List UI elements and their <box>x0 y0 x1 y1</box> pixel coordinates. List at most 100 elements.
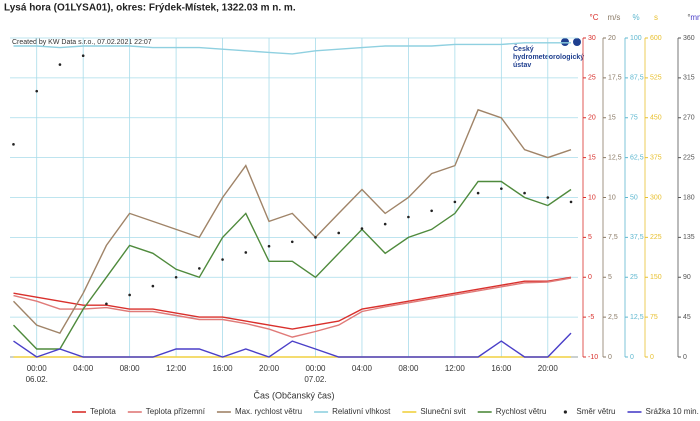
y-tick-label: 37,5 <box>630 234 644 241</box>
direction-dot <box>198 267 201 270</box>
y-tick-label: 2,5 <box>608 314 618 321</box>
direction-dot <box>453 200 457 204</box>
direction-dot <box>360 227 364 230</box>
chart-subtitle: Created by KW Data s.r.o., 07.02.2021 22… <box>12 39 152 46</box>
y-tick-label: 360 <box>683 35 695 42</box>
y-tick-label: 135 <box>683 234 695 241</box>
x-axis-title: Čas (Občanský čas) <box>253 390 334 400</box>
direction-dot <box>174 275 178 279</box>
date-label: 07.02. <box>304 375 326 384</box>
direction-dot <box>523 191 526 195</box>
direction-dot <box>35 89 39 93</box>
y-tick-label: 7,5 <box>608 234 618 241</box>
legend-label: Srážka 10 min. <box>646 407 699 416</box>
y-tick-label: -5 <box>588 314 594 321</box>
y-tick-label: 15 <box>588 154 596 161</box>
series-line <box>12 108 572 334</box>
legend-label: Teplota <box>90 407 116 416</box>
y-tick-label: 75 <box>630 115 638 122</box>
y-tick-label: 90 <box>683 274 691 281</box>
series-line <box>13 332 572 358</box>
legend-swatch <box>563 410 567 414</box>
series-line <box>12 180 572 350</box>
direction-dot <box>500 187 503 190</box>
direction-dot <box>383 222 387 226</box>
x-tick-label: 08:00 <box>120 364 141 373</box>
logo-text: hydrometeorologický <box>513 54 584 61</box>
x-tick-label: 20:00 <box>259 364 280 373</box>
x-tick-label: 00:00 <box>27 364 48 373</box>
y-tick-label: 10 <box>608 194 616 201</box>
direction-dot <box>12 143 15 146</box>
y-tick-label: 150 <box>650 274 662 281</box>
y-tick-label: 12,5 <box>630 314 644 321</box>
legend-label: Sluneční svit <box>420 407 466 416</box>
direction-dot <box>244 251 248 254</box>
series-line <box>13 42 571 55</box>
chart-title: Lysá hora (O1LYSA01), okres: Frýdek-Míst… <box>4 3 296 14</box>
x-tick-label: 00:00 <box>305 364 326 373</box>
y-tick-label: 20 <box>608 35 616 42</box>
y-tick-label: 30 <box>588 35 596 42</box>
logo-text: ústav <box>513 62 531 69</box>
x-tick-label: 16:00 <box>213 364 234 373</box>
y-tick-label: 225 <box>650 234 662 241</box>
legend-label: Max. rychlost větru <box>235 407 302 416</box>
y-tick-label: 0 <box>650 354 654 361</box>
axis-unit: m/s <box>608 13 621 22</box>
logo-mark <box>561 38 569 46</box>
y-tick-label: 17,5 <box>608 75 622 82</box>
y-tick-label: 10 <box>588 194 596 201</box>
date-label: 06.02. <box>26 375 48 384</box>
x-tick-label: 16:00 <box>491 364 512 373</box>
direction-dot <box>337 231 341 235</box>
axis-unit: s <box>654 13 658 22</box>
x-tick-label: 20:00 <box>538 364 559 373</box>
y-tick-label: 225 <box>683 154 695 161</box>
y-tick-label: 300 <box>650 194 662 201</box>
direction-dot <box>407 215 410 219</box>
series-line <box>13 276 572 330</box>
y-tick-label: 270 <box>683 115 695 122</box>
direction-dot <box>290 240 294 244</box>
y-tick-label: 87,5 <box>630 75 644 82</box>
direction-dot <box>314 236 317 239</box>
legend-label: Směr větru <box>576 407 615 416</box>
legend-label: Teplota přízemní <box>146 407 206 416</box>
axis-unit: ° <box>687 13 690 22</box>
y-tick-label: 15 <box>608 115 616 122</box>
y-tick-label: 375 <box>650 154 662 161</box>
y-tick-label: 180 <box>683 194 695 201</box>
y-tick-label: 525 <box>650 75 662 82</box>
y-tick-label: -10 <box>588 354 598 361</box>
y-tick-label: 25 <box>630 274 638 281</box>
axis-unit: % <box>632 13 639 22</box>
y-tick-label: 100 <box>630 35 642 42</box>
y-tick-label: 0 <box>608 354 612 361</box>
direction-dot <box>476 191 480 195</box>
x-tick-label: 04:00 <box>73 364 94 373</box>
legend-label: Relativní vlhkost <box>332 407 391 416</box>
logo-text: Český <box>513 44 534 53</box>
direction-dot <box>105 302 108 306</box>
direction-dot <box>430 209 433 213</box>
y-tick-label: 45 <box>683 314 691 321</box>
direction-dot <box>546 196 550 199</box>
legend-label: Rychlost větru <box>496 407 547 416</box>
series-line <box>13 277 572 338</box>
x-tick-label: 12:00 <box>445 364 466 373</box>
direction-dot <box>81 54 85 58</box>
direction-dot <box>58 63 62 66</box>
y-tick-label: 5 <box>588 234 592 241</box>
direction-dot <box>128 293 131 297</box>
direction-dot <box>569 200 573 204</box>
y-tick-label: 600 <box>650 35 662 42</box>
x-tick-label: 08:00 <box>398 364 419 373</box>
y-tick-label: 0 <box>630 354 634 361</box>
y-tick-label: 450 <box>650 115 662 122</box>
y-tick-label: 12,5 <box>608 154 622 161</box>
x-tick-label: 12:00 <box>166 364 187 373</box>
logo-mark <box>573 38 581 46</box>
y-tick-label: 20 <box>588 115 596 122</box>
